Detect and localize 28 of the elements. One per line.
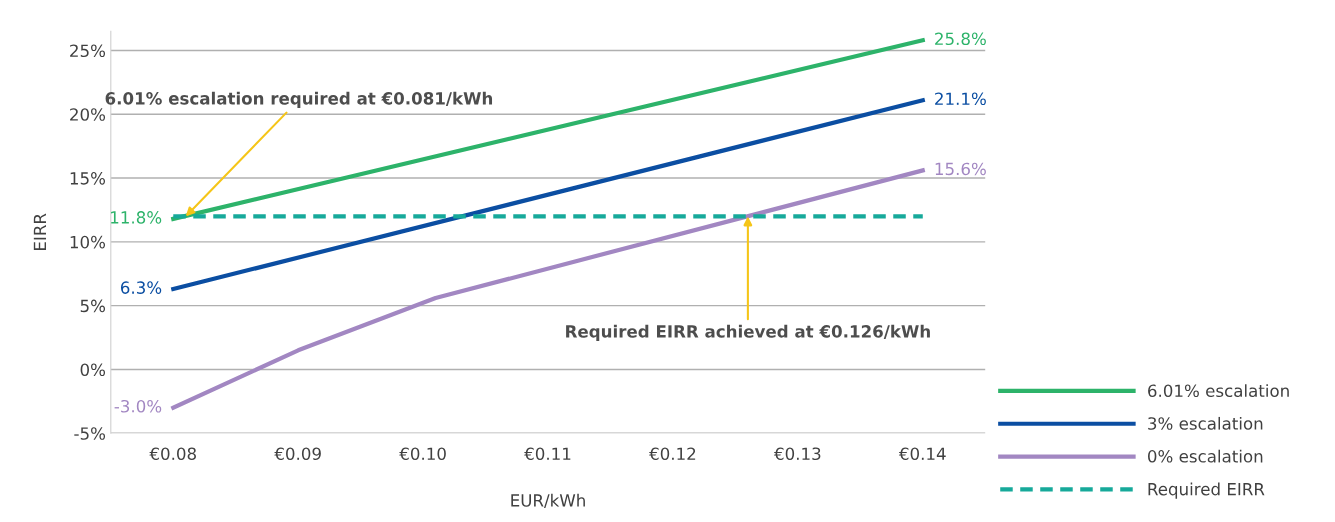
x-tick-label: €0.10 <box>399 447 446 461</box>
data-label: 15.6% <box>935 162 986 176</box>
data-label: 6.3% <box>120 281 162 294</box>
text: 0% escalation <box>1148 449 1263 463</box>
text: Required EIRR <box>1148 482 1265 499</box>
annotation: 6.01% escalation required at €0.081/kWh <box>105 91 493 108</box>
y-tick-label: 0% <box>80 363 106 377</box>
y-tick-label: 25% <box>70 44 106 58</box>
text: 3% escalation <box>1148 416 1263 430</box>
annotation: Required EIRR achieved at €0.126/kWh <box>566 324 930 341</box>
x-tick-label: €0.12 <box>649 447 696 461</box>
x-axis-title: EUR/kWh <box>511 493 585 509</box>
x-tick-label: €0.08 <box>149 447 196 461</box>
data-label: 11.8% <box>111 211 162 224</box>
x-tick-label: €0.11 <box>524 447 571 461</box>
y-tick-label: -5% <box>74 427 106 440</box>
data-label: -3.0% <box>114 399 162 413</box>
text: 6.01% escalation <box>1148 384 1289 398</box>
x-tick-label: €0.09 <box>274 447 321 461</box>
y-axis-title: EIRR <box>33 213 46 250</box>
x-tick-label: €0.14 <box>898 447 946 461</box>
x-tick-label: €0.13 <box>774 447 821 461</box>
y-tick-label: 5% <box>80 299 106 313</box>
data-label: 21.1% <box>935 92 986 106</box>
y-tick-label: 10% <box>70 235 106 249</box>
y-tick-label: 20% <box>70 108 106 121</box>
data-label: 25.8% <box>935 32 986 46</box>
y-tick-label: 15% <box>70 172 106 185</box>
